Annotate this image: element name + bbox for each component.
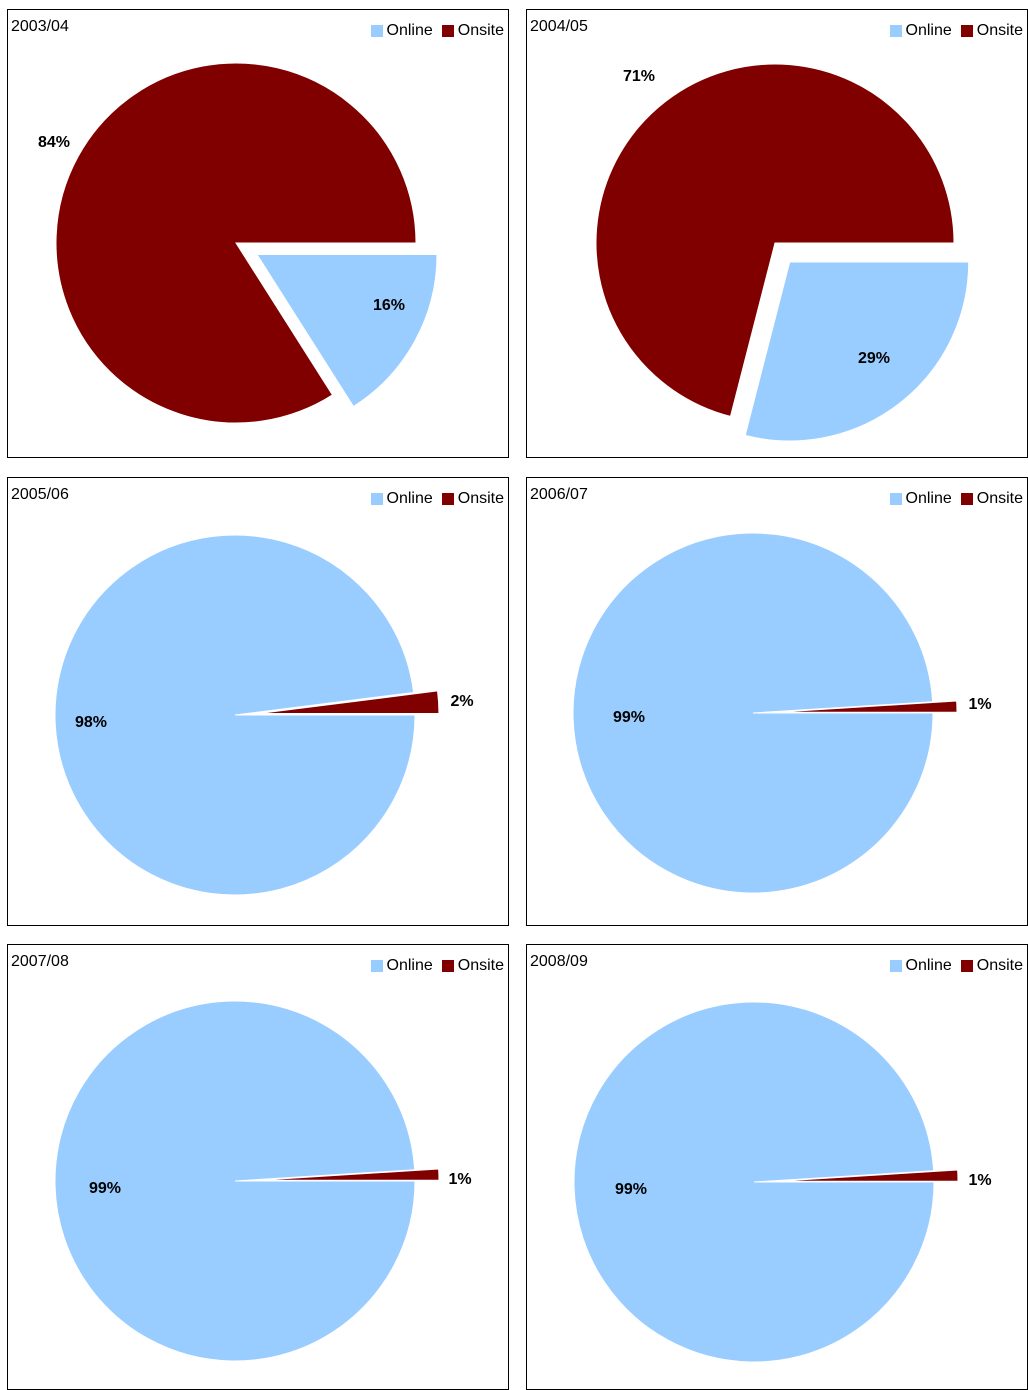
pie-chart-svg: 16% 84% xyxy=(38,62,438,424)
chart-title: 2007/08 xyxy=(11,953,69,970)
pie-chart-svg: 29% 71% xyxy=(595,63,970,442)
legend-swatch-online xyxy=(889,493,902,505)
legend-label-online: Online xyxy=(905,957,952,974)
pie-slice-onsite xyxy=(258,1168,440,1181)
legend-swatch-onsite xyxy=(441,493,454,505)
legend-swatch-onsite xyxy=(960,25,973,37)
legend-item-online: Online xyxy=(370,490,433,508)
pie-chart-panel-2008-09: 2008/09 Online Onsite 99% 1% xyxy=(526,944,1028,1390)
pie-chart-svg: 99% 1% xyxy=(54,1000,472,1362)
chart-legend: Online Onsite xyxy=(889,490,1023,508)
legend-label-onsite: Onsite xyxy=(457,957,504,974)
pie-slice-onsite xyxy=(776,700,958,713)
pie-slice-online xyxy=(572,532,934,894)
data-label-onsite: 1% xyxy=(968,1172,991,1189)
data-label-online: 99% xyxy=(613,709,645,726)
data-label-online: 99% xyxy=(615,1181,647,1198)
pie-slice-online xyxy=(573,1001,935,1363)
data-label-onsite: 71% xyxy=(623,68,655,85)
legend-label-online: Online xyxy=(386,22,433,39)
legend-label-online: Online xyxy=(905,22,952,39)
pie-slice-online xyxy=(744,261,970,442)
legend-label-onsite: Onsite xyxy=(457,22,504,39)
pie-chart-panel-2005-06: 2005/06 Online Onsite 98% 2% xyxy=(7,477,509,926)
legend-item-online: Online xyxy=(370,22,433,40)
legend-label-online: Online xyxy=(386,490,433,507)
legend-label-onsite: Onsite xyxy=(976,22,1023,39)
pie-slice-onsite xyxy=(777,1169,959,1182)
chart-legend: Online Onsite xyxy=(889,957,1023,975)
pie-slice-online xyxy=(54,534,416,896)
data-label-onsite: 1% xyxy=(968,696,991,713)
legend-swatch-onsite xyxy=(441,25,454,37)
legend-swatch-online xyxy=(370,493,383,505)
legend-swatch-onsite xyxy=(960,493,973,505)
legend-label-onsite: Onsite xyxy=(457,490,504,507)
legend-swatch-onsite xyxy=(441,960,454,972)
legend-swatch-online xyxy=(370,960,383,972)
data-label-onsite: 1% xyxy=(448,1171,471,1188)
legend-item-onsite: Onsite xyxy=(441,490,504,508)
pie-chart-panel-2007-08: 2007/08 Online Onsite 99% 1% xyxy=(7,944,509,1390)
pie-slice-onsite xyxy=(55,62,417,424)
chart-title: 2004/05 xyxy=(530,18,588,35)
legend-item-onsite: Onsite xyxy=(441,22,504,40)
legend-item-onsite: Onsite xyxy=(960,490,1023,508)
legend-label-online: Online xyxy=(905,490,952,507)
data-label-online: 16% xyxy=(373,297,405,314)
pie-slice-online xyxy=(256,254,438,408)
legend-item-onsite: Onsite xyxy=(960,957,1023,975)
chart-legend: Online Onsite xyxy=(889,22,1023,40)
data-label-online: 98% xyxy=(75,714,107,731)
legend-item-online: Online xyxy=(889,490,952,508)
legend-swatch-online xyxy=(370,25,383,37)
data-label-online: 99% xyxy=(89,1180,121,1197)
pie-chart-svg: 98% 2% xyxy=(54,534,474,896)
pie-slice-onsite xyxy=(258,690,440,714)
chart-title: 2003/04 xyxy=(11,18,69,35)
chart-title: 2008/09 xyxy=(530,953,588,970)
legend-item-online: Online xyxy=(889,957,952,975)
data-label-onsite: 2% xyxy=(450,693,473,710)
legend-swatch-onsite xyxy=(960,960,973,972)
chart-legend: Online Onsite xyxy=(370,22,504,40)
chart-title: 2006/07 xyxy=(530,486,588,503)
legend-label-onsite: Onsite xyxy=(976,957,1023,974)
legend-label-onsite: Onsite xyxy=(976,490,1023,507)
pie-chart-svg: 99% 1% xyxy=(573,1001,992,1363)
legend-item-onsite: Onsite xyxy=(441,957,504,975)
pie-chart-panel-2006-07: 2006/07 Online Onsite 99% 1% xyxy=(526,477,1028,926)
data-label-onsite: 84% xyxy=(38,134,70,151)
legend-item-online: Online xyxy=(370,957,433,975)
legend-item-online: Online xyxy=(889,22,952,40)
data-label-online: 29% xyxy=(858,350,890,367)
legend-item-onsite: Onsite xyxy=(960,22,1023,40)
pie-slice-onsite xyxy=(595,63,955,417)
pie-chart-panel-2004-05: 2004/05 Online Onsite 29% 71% xyxy=(526,9,1028,458)
pie-chart-svg: 99% 1% xyxy=(572,532,992,894)
pie-slice-online xyxy=(54,1000,416,1362)
chart-title: 2005/06 xyxy=(11,486,69,503)
legend-swatch-online xyxy=(889,960,902,972)
chart-legend: Online Onsite xyxy=(370,490,504,508)
legend-swatch-online xyxy=(889,25,902,37)
chart-legend: Online Onsite xyxy=(370,957,504,975)
pie-chart-panel-2003-04: 2003/04 Online Onsite 16% 84% xyxy=(7,9,509,458)
legend-label-online: Online xyxy=(386,957,433,974)
